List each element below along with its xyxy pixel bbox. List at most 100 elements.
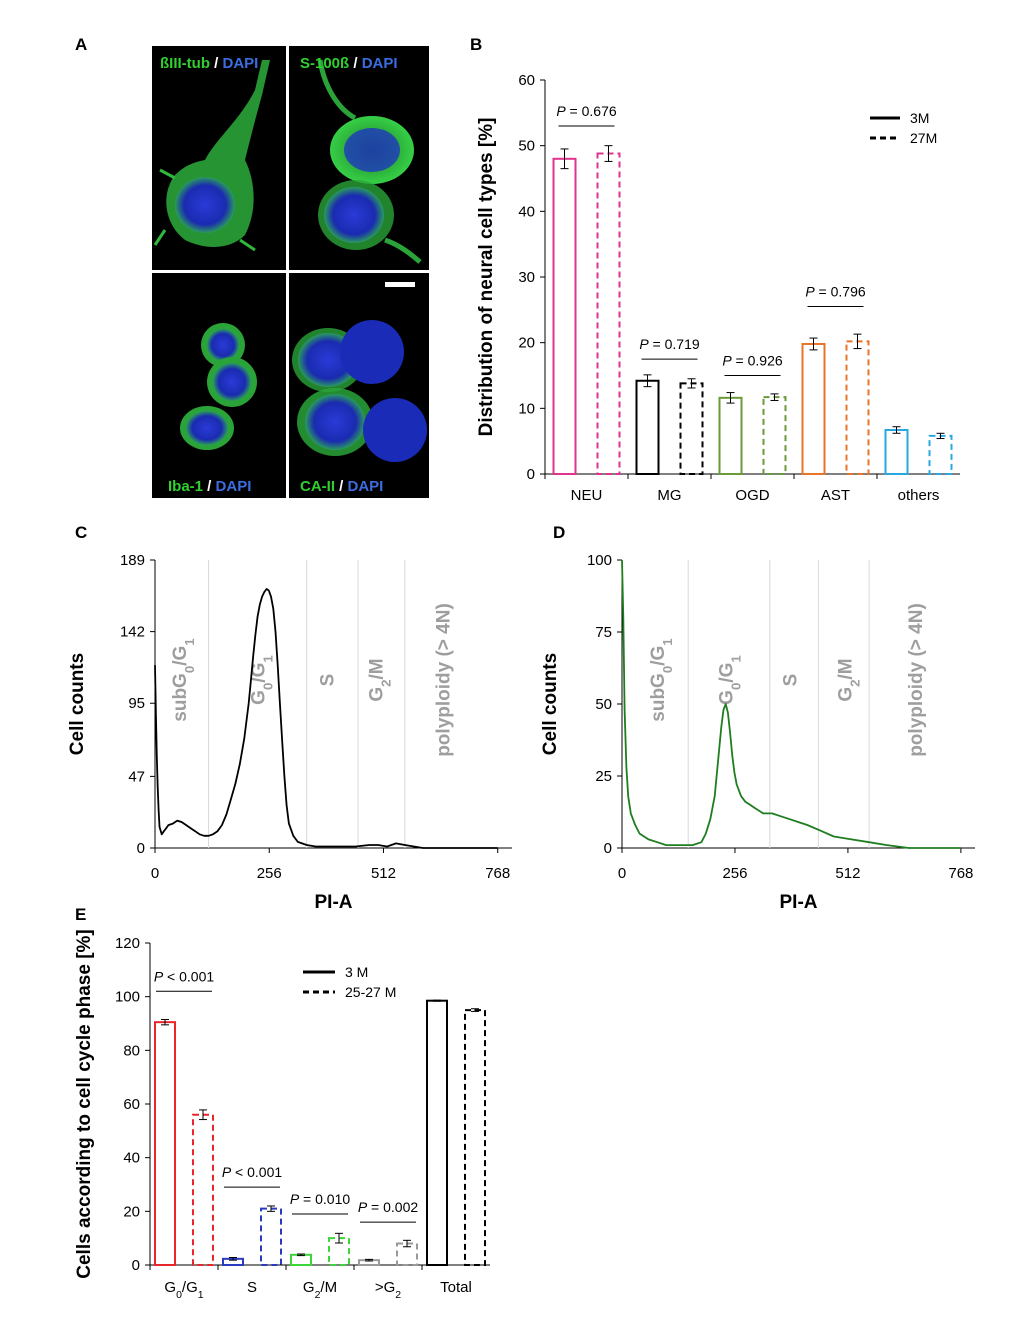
micrograph-divider-horizontal [152,270,429,273]
chart-c: 0 47 95 142 189 0 256 512 768 PI-A Cell counts subG… [67,552,512,913]
bar [464,1009,486,1266]
panel-letter-e: E [75,905,86,924]
phase-label: G0/G1 [716,655,743,705]
category-label: others [898,487,940,504]
category-label: NEU [571,487,603,504]
micrograph-panel: ßIII-tub / DAPI S-100ß / DAPI Iba-1 / DA… [152,46,429,498]
p-value-label: P = 0.796 [805,284,866,300]
bar [801,342,826,476]
y-tick-label: 100 [587,552,612,569]
y-tick-label: 60 [123,1096,140,1113]
x-axis-title: PI-A [315,892,353,913]
phase-label: G2/M [835,658,862,701]
phase-label: G0/G1 [248,655,275,705]
y-tick-label: 20 [123,1203,140,1220]
category-label: G0/G1 [164,1279,203,1301]
chart-d: 0 25 50 75 100 0 256 512 768 PI-A Cell counts subG0… [540,552,975,913]
phase-label: subG0/G1 [648,638,675,722]
bar [552,157,577,476]
histogram-line [154,588,498,849]
p-value-label: P = 0.719 [639,336,700,352]
y-tick-label: 50 [595,696,612,713]
y-tick-label: 47 [128,768,145,785]
panel-letter-b: B [470,35,482,54]
bar [290,1253,312,1267]
y-axis-title: Cell counts [67,653,88,755]
x-tick-label: 0 [151,865,159,882]
x-tick-label: 768 [948,865,973,882]
y-tick-label: 100 [115,989,140,1006]
y-tick-label: 60 [518,72,535,89]
scale-bar [385,282,415,287]
x-tick-label: 768 [485,865,510,882]
y-tick-label: 0 [527,466,535,483]
phase-label: polyploidy (> 4N) [906,603,927,757]
x-tick-label: 256 [722,865,747,882]
p-value-label: P = 0.926 [722,353,783,369]
bar [718,396,743,475]
y-axis-title: Cells according to cell cycle phase [%] [74,929,95,1279]
y-tick-label: 40 [518,203,535,220]
y-tick-label: 189 [120,552,145,569]
phase-label: polyploidy (> 4N) [434,603,455,757]
legend-label: 3M [910,110,929,126]
p-value-label: P < 0.001 [222,1164,283,1180]
y-tick-label: 20 [518,335,535,352]
y-tick-label: 0 [604,840,612,857]
phase-label: S [318,674,339,687]
panel-letter-c: C [75,523,87,542]
bar [426,999,448,1266]
legend-label: 25-27 M [345,984,396,1000]
chart-b: 0 10 20 30 40 50 60 Distribution of neural cell… [476,72,960,504]
y-tick-label: 120 [115,935,140,952]
category-label: Total [440,1279,472,1296]
histogram-line [621,559,961,849]
bar [928,434,953,475]
y-tick-label: 95 [128,695,145,712]
y-tick-label: 75 [595,624,612,641]
x-tick-label: 256 [257,865,282,882]
bar [260,1207,282,1267]
y-tick-label: 30 [518,269,535,286]
category-label: G2/M [303,1279,337,1301]
chart-e: 0 20 40 60 80 100 120 Cells according to cell c… [74,929,490,1301]
y-tick-label: 10 [518,400,535,417]
micrograph-label-4: CA-II / DAPI [300,478,383,495]
y-axis-title: Distribution of neural cell types [%] [476,118,497,437]
x-tick-label: 512 [371,865,396,882]
p-value-label: P < 0.001 [154,968,215,984]
category-label: AST [821,487,850,504]
legend-label: 27M [910,130,937,146]
micrograph-schwann [317,59,422,264]
y-tick-label: 25 [595,768,612,785]
phase-label: subG0/G1 [170,638,197,722]
p-value-label: P = 0.676 [556,103,617,119]
category-label: S [247,1279,257,1296]
micrograph-label-3: Iba-1 / DAPI [168,478,251,495]
category-label: >G2 [375,1279,401,1301]
bar [679,382,704,476]
panel-letter-d: D [553,523,565,542]
y-tick-label: 0 [132,1257,140,1274]
bar [845,340,870,475]
phase-label: G2/M [367,658,394,701]
y-tick-label: 80 [123,1042,140,1059]
y-tick-label: 50 [518,138,535,155]
micrograph-microglia [180,323,257,450]
phase-label: S [780,674,801,687]
bar [635,379,660,475]
micrograph-label-1: ßIII-tub / DAPI [160,55,258,72]
x-axis-title: PI-A [780,892,818,913]
bar [596,152,621,475]
micrograph-oligodendrocyte [292,320,427,462]
category-label: OGD [735,487,769,504]
p-value-label: P = 0.002 [358,1199,419,1215]
y-tick-label: 142 [120,624,145,641]
y-axis-title: Cell counts [540,653,561,755]
category-label: MG [657,487,681,504]
p-value-label: P = 0.010 [290,1191,351,1207]
bar [192,1113,214,1266]
x-tick-label: 0 [618,865,626,882]
panel-letter-a: A [75,35,87,54]
